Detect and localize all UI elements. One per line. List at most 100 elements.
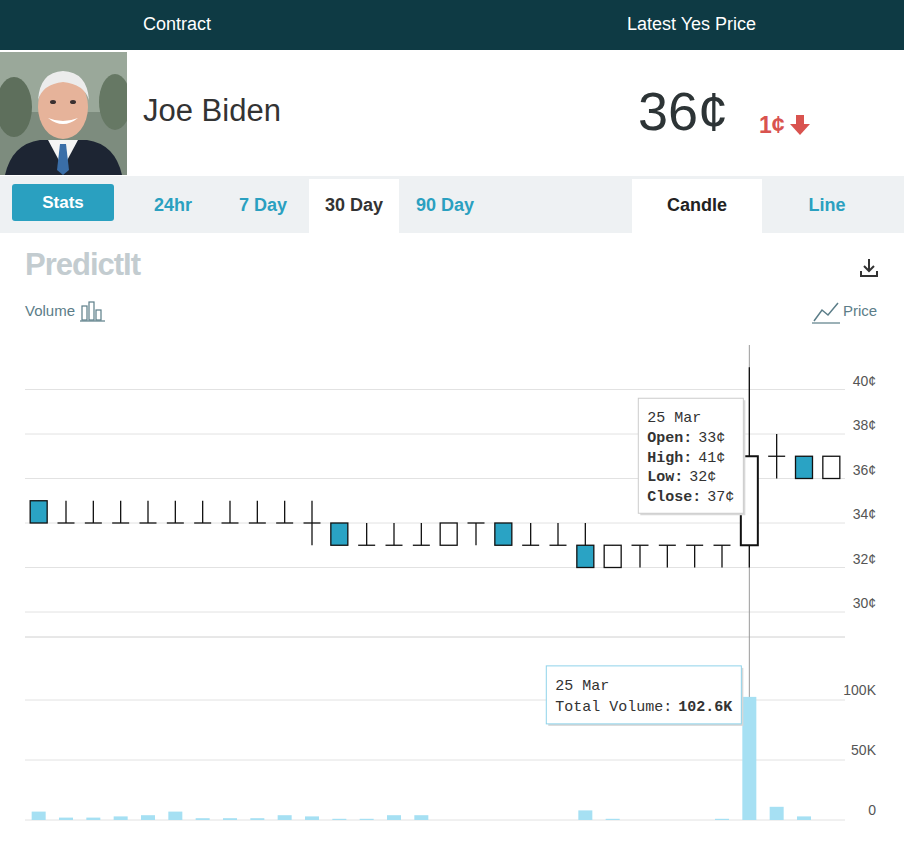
volume-bar — [223, 818, 237, 820]
volume-bar — [688, 820, 702, 821]
tooltip-value: 32¢ — [689, 469, 716, 486]
tooltip-label: High: — [647, 450, 692, 467]
candle-wick — [694, 545, 695, 567]
volume-bar — [332, 819, 346, 820]
candle-body — [276, 522, 293, 523]
tooltip-row: Open:33¢ — [647, 430, 725, 447]
y-tick-label: 50K — [851, 742, 877, 758]
tooltip-row: Low:32¢ — [647, 469, 716, 486]
volume-bar — [32, 812, 46, 820]
view-selected[interactable]: Candle — [632, 179, 762, 233]
candle-wick — [65, 501, 66, 523]
download-icon[interactable] — [861, 271, 877, 276]
volume-bar — [442, 820, 456, 821]
candle-body — [823, 456, 840, 478]
candle-body — [331, 523, 348, 545]
tooltip-value: 37¢ — [707, 489, 734, 506]
candle-body — [522, 545, 539, 546]
header-title: Latest Yes Price — [627, 14, 756, 35]
y-tick-label: 36¢ — [853, 462, 876, 478]
y-tick-label: 40¢ — [853, 373, 876, 389]
price-icon — [812, 322, 840, 323]
tab-label[interactable]: 90 Day — [400, 195, 490, 216]
download-icon[interactable] — [868, 259, 870, 271]
tooltip-date: 25 Mar — [647, 410, 701, 427]
tooltip-box — [546, 666, 741, 724]
volume-icon — [96, 310, 101, 320]
grid-line — [25, 523, 845, 524]
candle-body — [796, 456, 813, 478]
candle-body — [686, 545, 703, 546]
candle-body — [140, 522, 157, 523]
volume-bar — [633, 820, 647, 821]
volume-bar — [578, 810, 592, 820]
candle-wick — [93, 501, 94, 523]
volume-toggle[interactable]: Volume — [25, 302, 75, 319]
y-tick-label: 100K — [843, 682, 876, 698]
candle-wick — [421, 523, 422, 545]
volume-icon — [82, 306, 87, 320]
volume-bar — [360, 819, 374, 820]
chart: 30¢32¢34¢36¢38¢40¢050K100K25 MarOpen:33¢… — [0, 0, 904, 847]
price-toggle[interactable]: Price — [843, 302, 877, 319]
y-tick-label: 38¢ — [853, 417, 876, 433]
volume-bar — [250, 818, 264, 820]
candle-body — [85, 522, 102, 523]
volume-bar — [824, 820, 838, 821]
price-change: 1¢ — [759, 112, 785, 139]
tooltip-value: 33¢ — [698, 430, 725, 447]
tab-label[interactable]: 30 Day — [309, 195, 399, 216]
photo — [0, 52, 127, 175]
candle-body — [714, 545, 731, 546]
candle-wick — [557, 523, 558, 545]
candle-body — [577, 545, 594, 567]
candle-wick — [530, 523, 531, 545]
candle-body — [495, 523, 512, 545]
photo-tree — [0, 77, 32, 137]
candle-body — [659, 545, 676, 546]
tab-label[interactable]: 24hr — [128, 195, 218, 216]
volume-bar — [387, 815, 401, 820]
candle-body — [386, 545, 403, 546]
stats-button[interactable]: Stats — [12, 184, 114, 221]
price-icon — [814, 303, 838, 321]
volume-bar — [524, 820, 538, 821]
tab-selected[interactable]: 30 Day — [309, 179, 399, 233]
y-tick-label: 0 — [868, 802, 876, 818]
volume-bar — [278, 815, 292, 820]
tab-label[interactable]: 7 Day — [218, 195, 308, 216]
volume-bar — [196, 818, 210, 820]
photo-suit — [5, 140, 122, 175]
candle-wick — [639, 545, 640, 567]
latest-price: 36¢ — [638, 80, 728, 142]
view-label[interactable]: Line — [762, 195, 892, 216]
candle-wick — [667, 545, 668, 567]
candle-wick — [229, 501, 230, 523]
volume-bar — [770, 807, 784, 820]
volume-icon — [80, 320, 105, 321]
tooltip-label: Close: — [647, 489, 701, 506]
candle-body — [358, 545, 375, 546]
grid-line — [25, 760, 845, 761]
candle-body — [468, 522, 485, 523]
candle-wick — [721, 545, 722, 567]
stats-label[interactable]: Stats — [12, 193, 114, 213]
candle-body — [30, 501, 47, 523]
volume-icon — [89, 302, 94, 320]
download-icon[interactable] — [864, 266, 874, 271]
candle-wick — [120, 501, 121, 523]
candle-body — [222, 522, 239, 523]
volume-bar — [715, 819, 729, 820]
volume-bar — [551, 820, 565, 821]
candle-wick — [475, 523, 476, 545]
price-tooltip: 25 MarOpen:33¢High:41¢Low:32¢Close:37¢ — [638, 398, 745, 515]
volume-bar — [59, 818, 73, 820]
down-arrow-head — [790, 124, 810, 135]
header-title: Contract — [143, 14, 211, 35]
tooltip-row: Close: 37¢ — [647, 489, 734, 506]
y-tick-label: 34¢ — [853, 506, 876, 522]
candle-wick — [393, 523, 394, 545]
candles — [30, 367, 840, 567]
volume-bar — [742, 697, 756, 820]
view-label[interactable]: Candle — [632, 195, 762, 216]
